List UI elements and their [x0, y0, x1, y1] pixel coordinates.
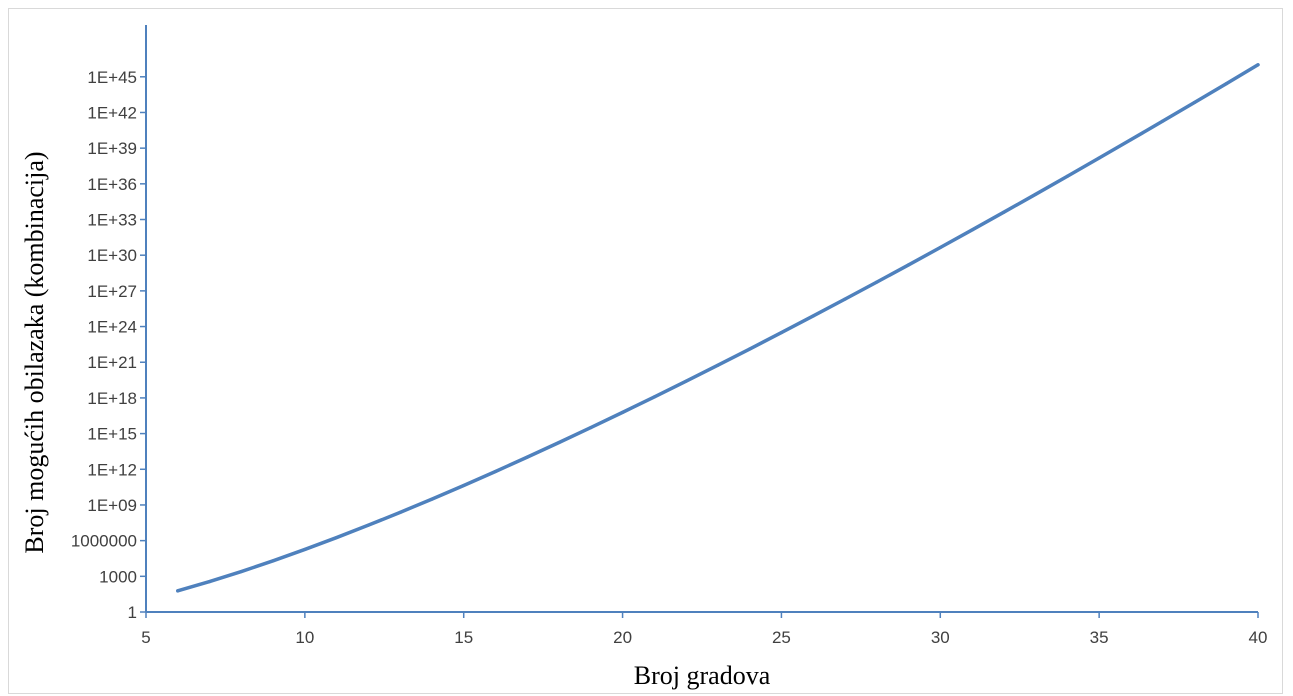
y-tick-label: 1000000	[71, 532, 137, 551]
y-axis: 1 1000 1000000 1E+09 1E+12 1E+15 1E+18 1E+21 1E+…	[71, 25, 147, 622]
data-point	[303, 547, 307, 552]
data-point	[1065, 174, 1069, 178]
data-point	[335, 535, 339, 540]
y-tick-label: 1E+09	[87, 496, 137, 515]
data-point	[557, 440, 561, 445]
data-point	[1161, 119, 1165, 123]
data-point	[1129, 138, 1133, 142]
x-tick-label: 20	[613, 628, 632, 647]
y-tick-label: 1E+18	[87, 389, 137, 408]
data-point	[1256, 63, 1260, 67]
data-point	[1192, 100, 1197, 105]
data-point	[748, 347, 752, 351]
data-point	[493, 469, 498, 474]
y-tick-label: 1E+39	[87, 139, 137, 158]
plot-area	[176, 63, 1260, 593]
y-tick-label: 1E+42	[87, 103, 137, 122]
data-point	[462, 483, 466, 488]
data-point	[176, 589, 180, 593]
data-point	[1097, 156, 1101, 160]
y-tick-label: 1E+21	[87, 353, 137, 372]
x-tick-label: 35	[1090, 628, 1109, 647]
data-point	[398, 510, 402, 514]
data-point	[1034, 192, 1038, 196]
y-tick-label: 1E+27	[87, 282, 137, 301]
y-tick-label: 1000	[99, 567, 137, 586]
x-tick-label: 30	[931, 628, 950, 647]
x-tick-label: 40	[1249, 628, 1268, 647]
data-point	[525, 455, 529, 459]
data-point	[906, 263, 911, 267]
data-point	[239, 569, 243, 574]
data-point	[938, 245, 942, 250]
y-tick-label: 1E+30	[87, 246, 137, 265]
series-line	[176, 63, 1260, 593]
data-point	[207, 580, 212, 584]
data-point	[716, 363, 720, 367]
x-tick-label: 10	[295, 628, 314, 647]
data-point	[652, 395, 656, 399]
y-axis-title: Broj mogućih obilazaka (kombinacija)	[20, 151, 49, 553]
x-tick-label: 15	[454, 628, 473, 647]
y-tick-label: 1E+24	[87, 318, 137, 337]
data-point	[589, 425, 593, 430]
y-tick-label: 1E+12	[87, 460, 137, 479]
data-point	[875, 280, 879, 284]
data-point	[970, 228, 974, 232]
data-point	[366, 523, 370, 527]
data-point	[430, 497, 434, 501]
y-tick-label: 1E+15	[87, 425, 137, 444]
data-point	[843, 297, 847, 301]
data-point	[1224, 82, 1228, 86]
y-tick-label: 1E+33	[87, 211, 137, 230]
data-point	[779, 331, 784, 335]
data-point	[1002, 210, 1006, 214]
y-tick-label: 1E+45	[87, 68, 137, 87]
x-axis: 5 10 15 20 25 30 35 40	[141, 611, 1268, 647]
y-tick-label: 1E+36	[87, 175, 137, 194]
data-point	[811, 314, 815, 318]
x-axis-title: Broj gradova	[634, 661, 771, 690]
data-point	[620, 410, 625, 414]
data-point	[684, 379, 688, 383]
data-point	[271, 559, 275, 563]
x-tick-label: 5	[141, 628, 150, 647]
x-tick-label: 25	[772, 628, 791, 647]
y-tick-label: 1	[128, 603, 137, 622]
